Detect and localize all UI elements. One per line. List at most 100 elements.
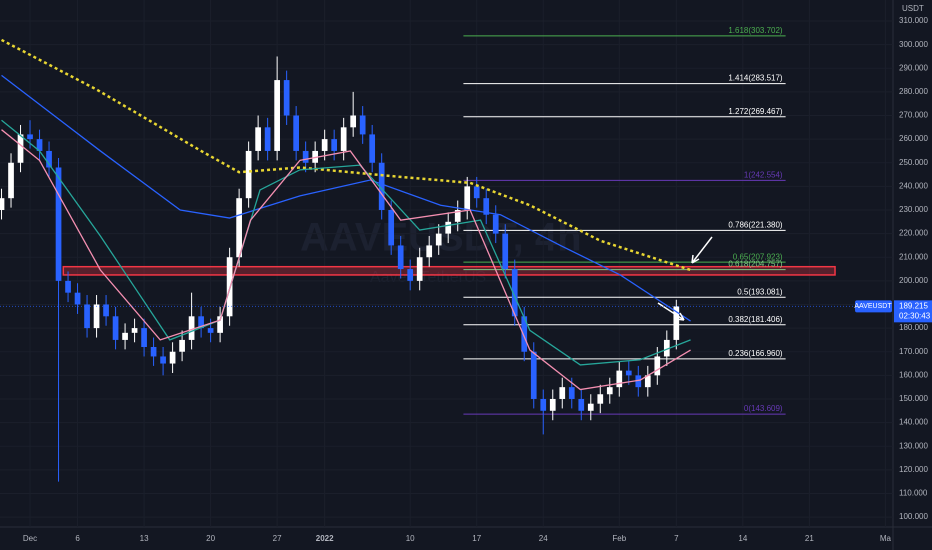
candle-body <box>511 269 518 317</box>
candle-body <box>644 375 651 388</box>
arrow <box>691 236 713 264</box>
fib-label: 1.272(269.467) <box>728 107 783 116</box>
candle-body <box>169 351 176 364</box>
y-tick-label: 100.000 <box>899 512 928 521</box>
candle-body <box>8 162 14 199</box>
candle-body <box>350 115 357 128</box>
x-tick-label: 7 <box>674 534 679 543</box>
fib-label: 1.414(283.517) <box>728 74 783 83</box>
candle-body <box>274 80 280 151</box>
moving-average <box>1 74 691 322</box>
y-tick-label: 290.000 <box>899 63 928 72</box>
candle-body <box>597 394 604 404</box>
x-tick-label: 21 <box>805 534 814 543</box>
symbol-label: AAVEUSDT <box>854 303 892 310</box>
x-tick-label: Feb <box>612 534 626 543</box>
candle-body <box>454 209 461 222</box>
candle-body <box>179 339 185 352</box>
candle-body <box>302 150 309 163</box>
candle-body <box>635 375 642 388</box>
candle-body <box>502 233 509 270</box>
candle-body <box>388 209 395 246</box>
x-tick-label: 13 <box>140 534 149 543</box>
moving-average <box>1 119 691 366</box>
candle-body <box>369 134 376 163</box>
candle-body <box>616 370 623 388</box>
candle-body <box>473 186 480 199</box>
candle-body <box>65 280 71 293</box>
fib-label: 1(242.554) <box>744 170 783 179</box>
zone <box>62 265 836 276</box>
candle-body <box>321 139 328 151</box>
price-box <box>894 300 932 323</box>
fib-label: 0.786(221.380) <box>728 220 783 229</box>
candle-body <box>264 127 271 151</box>
candle-body <box>625 370 632 376</box>
candle-body <box>141 328 147 348</box>
candle-body <box>483 198 490 215</box>
arrow <box>657 302 685 321</box>
fib-label: 0.618(204.757) <box>728 260 783 269</box>
candle-body <box>521 316 528 352</box>
candle-body <box>217 316 223 333</box>
x-tick-label: 6 <box>75 534 80 543</box>
y-tick-label: 280.000 <box>899 87 928 96</box>
y-tick-label: 260.000 <box>899 134 928 143</box>
candle-body <box>207 328 214 333</box>
candle-body <box>17 134 24 163</box>
fib-label: 0(143.609) <box>744 404 783 413</box>
candle-body <box>93 304 100 329</box>
candle-body <box>188 316 195 340</box>
candle-body <box>540 398 547 411</box>
y-tick-label: 110.000 <box>899 489 928 498</box>
candle-body <box>435 233 442 246</box>
candle-body <box>283 80 290 116</box>
candle-body <box>559 387 566 399</box>
candle-body <box>36 139 43 151</box>
candle-body <box>74 292 81 305</box>
candle-body <box>673 306 680 340</box>
candle-body <box>112 316 119 340</box>
fib-label: 0.65(207.923) <box>733 252 783 261</box>
fib-label: 0.236(166.960) <box>728 349 783 358</box>
candle-body <box>0 198 5 210</box>
candle-body <box>122 332 128 340</box>
x-tick-label: Ma <box>880 534 892 543</box>
y-tick-label: 130.000 <box>899 441 928 450</box>
candle-body <box>131 328 138 333</box>
candle-body <box>606 387 613 395</box>
x-tick-label: 14 <box>738 534 747 543</box>
candle-body <box>359 115 366 135</box>
candle-body <box>445 221 452 234</box>
candle-body <box>416 257 423 281</box>
y-axis-label: USDT <box>902 4 924 13</box>
candle-body <box>426 245 433 258</box>
y-tick-label: 120.000 <box>899 465 928 474</box>
fib-label: 0.382(181.406) <box>728 315 783 324</box>
candle-body <box>312 150 319 163</box>
last-price-label: 189.215 <box>899 301 928 310</box>
candle-body <box>578 398 585 411</box>
x-tick-label: 17 <box>472 534 481 543</box>
fib-label: 0.5(193.081) <box>737 287 783 296</box>
moving-average <box>0 38 691 272</box>
y-tick-label: 150.000 <box>899 394 928 403</box>
x-tick-label: Dec <box>23 534 37 543</box>
x-tick-label: 20 <box>206 534 215 543</box>
y-tick-label: 230.000 <box>899 205 928 214</box>
candle-body <box>378 162 385 210</box>
candle-body <box>150 347 157 357</box>
candle-body <box>255 127 261 151</box>
candle-body <box>654 356 661 376</box>
y-tick-label: 310.000 <box>899 16 928 25</box>
y-tick-label: 140.000 <box>899 418 928 427</box>
y-tick-label: 270.000 <box>899 111 928 120</box>
candle-body <box>55 167 62 281</box>
y-tick-label: 210.000 <box>899 252 928 261</box>
candle-body <box>530 351 537 399</box>
fib-label: 1.618(303.702) <box>728 26 783 35</box>
candle-body <box>103 304 109 317</box>
candle-body <box>492 214 499 234</box>
x-tick-label: 10 <box>406 534 415 543</box>
